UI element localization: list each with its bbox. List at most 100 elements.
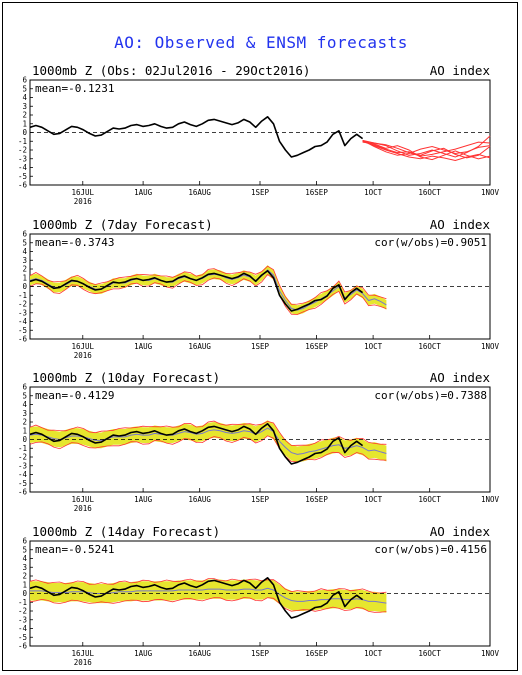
y-tick-label: -6 bbox=[18, 181, 28, 190]
year-label: 2016 bbox=[74, 504, 93, 513]
y-tick-label: 2 bbox=[22, 111, 27, 120]
y-tick-label: -2 bbox=[18, 146, 27, 155]
panel-title: 1000mb Z (14day Forecast) bbox=[32, 524, 220, 539]
y-tick-label: 4 bbox=[22, 400, 27, 409]
mean-label: mean=-0.4129 bbox=[35, 389, 114, 402]
x-tick-label: 1NOV bbox=[481, 342, 500, 351]
panel-index-label: AO index bbox=[430, 63, 491, 78]
correlation-label: cor(w/obs)=0.7388 bbox=[374, 389, 487, 402]
y-tick-label: 3 bbox=[22, 563, 27, 572]
x-tick-label: 1NOV bbox=[481, 495, 500, 504]
x-tick-label: 16JUL bbox=[71, 495, 94, 504]
y-tick-label: -1 bbox=[18, 598, 27, 607]
y-tick-label: 0 bbox=[22, 282, 27, 291]
observed-ao-line bbox=[29, 116, 364, 158]
x-tick-label: 16SEP bbox=[305, 495, 328, 504]
y-tick-label: -1 bbox=[18, 444, 27, 453]
y-tick-label: 0 bbox=[22, 128, 27, 137]
y-tick-label: 3 bbox=[22, 409, 27, 418]
spread-lower-line bbox=[29, 597, 387, 613]
panel-3 bbox=[29, 386, 491, 493]
forecast-member-4 bbox=[362, 139, 491, 156]
y-tick-label: -6 bbox=[18, 642, 28, 651]
x-tick-label: 1NOV bbox=[481, 649, 500, 658]
x-tick-label: 1SEP bbox=[251, 495, 270, 504]
year-label: 2016 bbox=[74, 658, 93, 667]
main-title: AO: Observed & ENSM forecasts bbox=[114, 33, 408, 52]
forecast-member-5 bbox=[362, 140, 491, 157]
y-tick-label: 5 bbox=[22, 238, 27, 247]
y-tick-label: 2 bbox=[22, 418, 27, 427]
y-tick-label: 2 bbox=[22, 572, 27, 581]
spread-upper-line bbox=[29, 265, 387, 305]
x-tick-label: 1AUG bbox=[134, 342, 153, 351]
x-tick-label: 16JUL bbox=[71, 649, 94, 658]
y-tick-label: -1 bbox=[18, 137, 27, 146]
y-tick-label: -2 bbox=[18, 300, 27, 309]
y-tick-label: 3 bbox=[22, 102, 27, 111]
y-tick-label: 6 bbox=[22, 383, 27, 392]
ensemble-mean-line bbox=[30, 587, 387, 604]
panel-index-label: AO index bbox=[430, 524, 491, 539]
y-tick-label: -1 bbox=[18, 291, 27, 300]
y-tick-label: -4 bbox=[18, 624, 28, 633]
observed-ao-line bbox=[29, 576, 364, 619]
mean-label: mean=-0.3743 bbox=[35, 236, 114, 249]
panel-1 bbox=[29, 79, 491, 186]
spread-upper-line bbox=[29, 578, 387, 594]
plot-area bbox=[29, 79, 491, 186]
y-tick-label: 4 bbox=[22, 554, 27, 563]
x-tick-label: 16AUG bbox=[188, 649, 211, 658]
panel-title: 1000mb Z (Obs: 02Jul2016 - 29Oct2016) bbox=[32, 63, 310, 78]
mean-label: mean=-0.5241 bbox=[35, 543, 114, 556]
ensemble-mean-line bbox=[29, 427, 387, 455]
y-tick-label: -4 bbox=[18, 470, 28, 479]
x-tick-label: 1OCT bbox=[364, 342, 383, 351]
x-tick-label: 1AUG bbox=[134, 495, 153, 504]
x-tick-label: 16OCT bbox=[418, 495, 441, 504]
x-tick-label: 1NOV bbox=[481, 188, 500, 197]
correlation-label: cor(w/obs)=0.9051 bbox=[374, 236, 487, 249]
y-tick-label: -4 bbox=[18, 163, 28, 172]
y-tick-label: 1 bbox=[22, 426, 27, 435]
forecast-member-3 bbox=[362, 141, 491, 161]
spread-lower-line bbox=[29, 435, 387, 463]
y-tick-label: -3 bbox=[18, 461, 27, 470]
panel-index-label: AO index bbox=[430, 370, 491, 385]
x-tick-label: 1SEP bbox=[251, 188, 270, 197]
y-tick-label: 5 bbox=[22, 545, 27, 554]
y-tick-label: 5 bbox=[22, 84, 27, 93]
x-tick-label: 16AUG bbox=[188, 188, 211, 197]
chart-frame bbox=[2, 2, 518, 671]
observed-ao-line bbox=[29, 269, 364, 312]
y-tick-label: 1 bbox=[22, 273, 27, 282]
y-tick-label: -6 bbox=[18, 488, 28, 497]
panel-title: 1000mb Z (7day Forecast) bbox=[32, 217, 213, 232]
y-tick-label: 6 bbox=[22, 537, 27, 546]
y-tick-label: 6 bbox=[22, 76, 27, 85]
x-tick-label: 16JUL bbox=[71, 188, 94, 197]
panel-index-label: AO index bbox=[430, 217, 491, 232]
forecast-member-1 bbox=[362, 140, 491, 159]
year-label: 2016 bbox=[74, 351, 93, 360]
x-tick-label: 16OCT bbox=[418, 188, 441, 197]
y-tick-label: -5 bbox=[18, 172, 27, 181]
x-tick-label: 16AUG bbox=[188, 342, 211, 351]
panel-4 bbox=[29, 540, 491, 647]
x-tick-label: 1AUG bbox=[134, 649, 153, 658]
x-tick-label: 1OCT bbox=[364, 188, 383, 197]
y-tick-label: -5 bbox=[18, 633, 27, 642]
y-tick-label: -4 bbox=[18, 317, 28, 326]
y-tick-label: 3 bbox=[22, 256, 27, 265]
x-tick-label: 1OCT bbox=[364, 649, 383, 658]
x-tick-label: 16SEP bbox=[305, 342, 328, 351]
forecast-member-6 bbox=[362, 140, 491, 162]
panel-title: 1000mb Z (10day Forecast) bbox=[32, 370, 220, 385]
y-tick-label: -5 bbox=[18, 479, 27, 488]
y-tick-label: -2 bbox=[18, 607, 27, 616]
y-tick-label: -3 bbox=[18, 615, 27, 624]
y-tick-label: 4 bbox=[22, 247, 27, 256]
y-tick-label: -2 bbox=[18, 453, 27, 462]
y-tick-label: 0 bbox=[22, 435, 27, 444]
